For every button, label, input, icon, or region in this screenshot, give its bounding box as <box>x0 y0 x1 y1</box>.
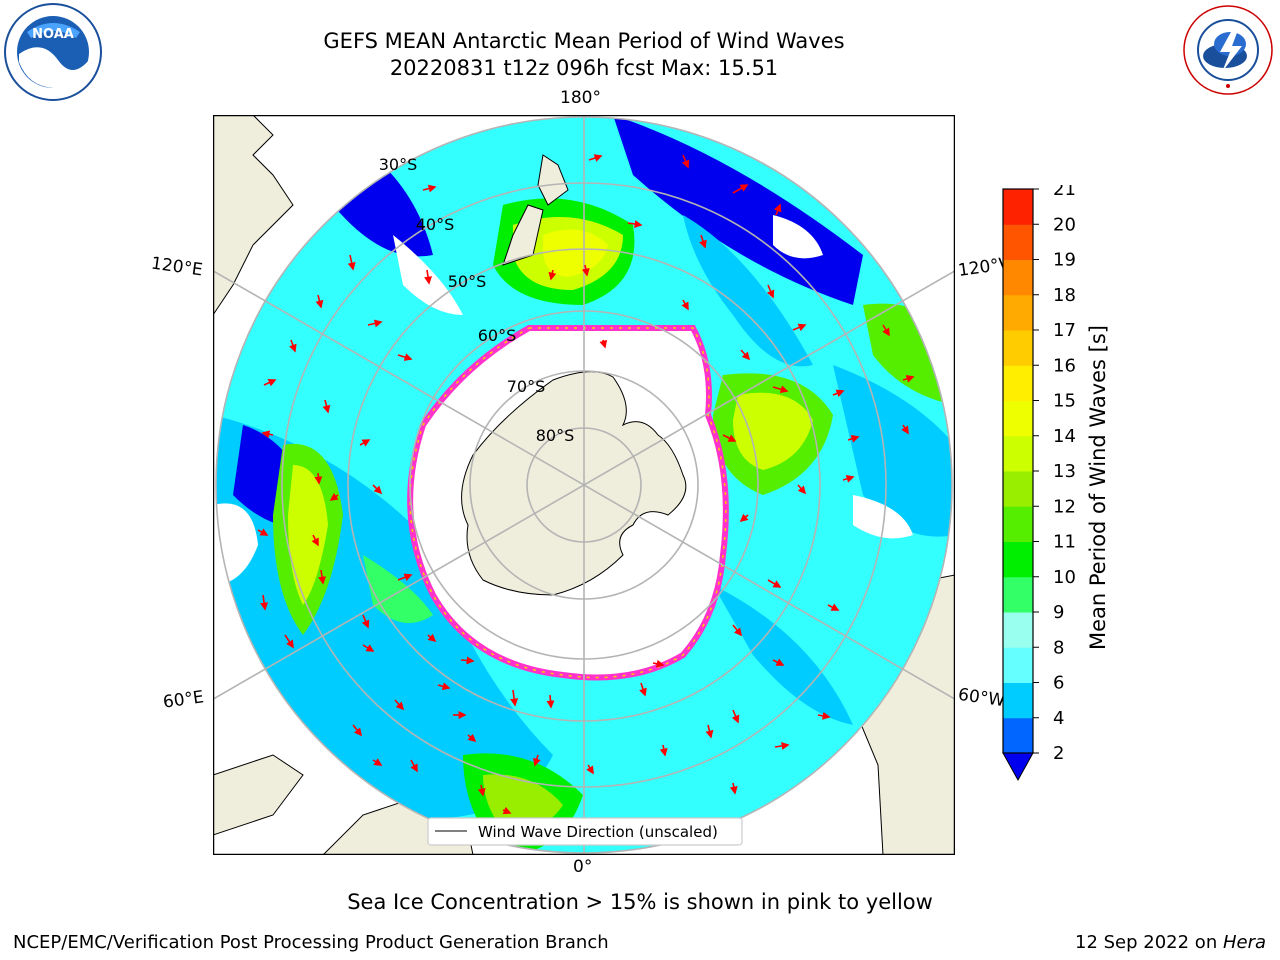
colorbar-band <box>1003 224 1033 260</box>
colorbar-tick-label: 13 <box>1053 461 1076 482</box>
map-frame <box>213 115 955 855</box>
colorbar-extend-arrow <box>1002 752 1034 782</box>
land-madagascar-corner <box>213 754 304 836</box>
footer-host: Hera <box>1222 932 1266 953</box>
sea-ice-note: Sea Ice Concentration > 15% is shown in … <box>347 890 933 914</box>
footer-credit: NCEP/EMC/Verification Post Processing Pr… <box>13 932 609 953</box>
land-australia-corner <box>213 115 294 316</box>
colorbar-band <box>1003 612 1033 648</box>
colorbar-band <box>1003 400 1033 437</box>
legend-label: Wind Wave Direction (unscaled) <box>478 823 718 841</box>
colorbar-band <box>1003 717 1033 754</box>
colorbar-tick-label: 21 <box>1053 185 1076 200</box>
footer-date: 12 Sep 2022 on Hera <box>1075 932 1266 953</box>
colorbar-tick-label: 11 <box>1053 532 1076 553</box>
noaa-logo: NOAA <box>4 3 102 101</box>
land-antarctica <box>461 371 687 596</box>
colorbar-band <box>1003 541 1033 578</box>
nws-logo <box>1183 5 1273 95</box>
noaa-logo-text: NOAA <box>32 27 74 42</box>
footer-date-text: 12 Sep 2022 on <box>1075 932 1223 953</box>
colorbar-tick-label: 19 <box>1053 250 1076 271</box>
chart-title: GEFS MEAN Antarctic Mean Period of Wind … <box>323 29 845 53</box>
colorbar-band <box>1003 259 1033 296</box>
colorbar-band <box>1003 435 1033 472</box>
lon-label-180: 180° <box>560 88 601 108</box>
polar-map: 30°S 40°S 50°S 60°S 70°S 80°S <box>213 115 955 855</box>
lon-label-60e: 60°E <box>161 687 206 713</box>
colorbar-tick-label: 20 <box>1053 214 1076 235</box>
colorbar-tick-label: 9 <box>1053 602 1064 623</box>
map-legend: Wind Wave Direction (unscaled) <box>427 817 743 846</box>
lat-label-80s: 80°S <box>536 426 575 445</box>
lat-label-70s: 70°S <box>507 377 546 396</box>
colorbar-band <box>1003 294 1033 331</box>
lat-label-40s: 40°S <box>416 215 455 234</box>
colorbar-band <box>1003 647 1033 683</box>
colorbar-band <box>1003 471 1033 507</box>
colorbar-band <box>1003 365 1033 401</box>
chart-subtitle: 20220831 t12z 096h fcst Max: 15.51 <box>389 56 779 80</box>
lat-label-60s: 60°S <box>478 326 517 345</box>
colorbar-tick-label: 4 <box>1053 708 1064 729</box>
colorbar-tick-label: 6 <box>1053 673 1064 694</box>
colorbar-tick-label: 10 <box>1053 567 1076 588</box>
wind-wave-arrows <box>257 154 915 815</box>
colorbar-tick-label: 8 <box>1053 637 1064 658</box>
colorbar-band <box>1003 189 1033 225</box>
colorbar-tick-label: 18 <box>1053 285 1076 306</box>
lat-label-30s: 30°S <box>379 155 418 174</box>
colorbar-label: Mean Period of Wind Waves [s] <box>1086 325 1110 650</box>
colorbar-band <box>1003 506 1033 542</box>
colorbar-band <box>1003 330 1033 366</box>
graticule <box>213 115 955 855</box>
colorbar-tick-label: 16 <box>1053 355 1076 376</box>
lon-label-120e: 120°E <box>149 253 204 281</box>
lon-label-0: 0° <box>573 857 593 877</box>
colorbar-tick-label: 15 <box>1053 391 1076 412</box>
colorbar-tick-label: 17 <box>1053 320 1076 341</box>
colorbar-tick-label: 14 <box>1053 426 1076 447</box>
colorbar-band <box>1003 576 1033 613</box>
colorbar-tick-label: 12 <box>1053 496 1076 517</box>
colorbar-tick-label: 2 <box>1053 743 1064 764</box>
lat-label-50s: 50°S <box>448 272 487 291</box>
colorbar: 2 4 6 8 9 10 11 12 13 14 15 16 17 18 19 20 21 <box>1002 185 1076 782</box>
land-new-zealand <box>537 154 569 206</box>
colorbar-band <box>1003 682 1033 719</box>
